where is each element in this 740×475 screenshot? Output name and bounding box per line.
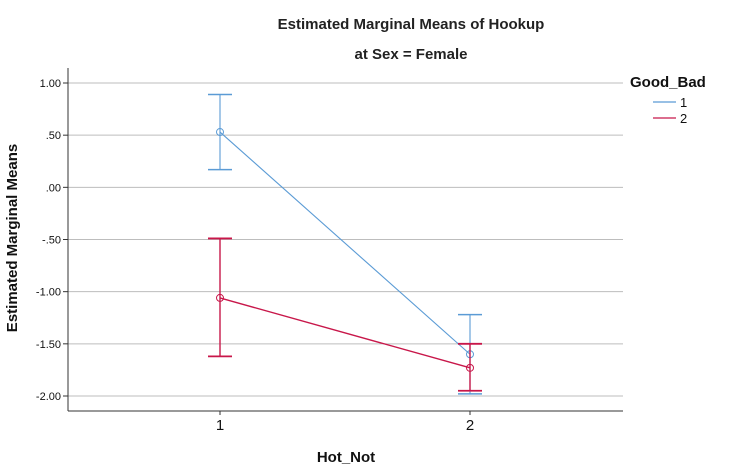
y-tick-label: -.50 <box>42 235 61 247</box>
chart-title: Estimated Marginal Means of Hookup <box>278 16 545 33</box>
x-tick-label: 1 <box>216 417 224 434</box>
data-point <box>216 128 224 137</box>
x-axis-title: Hot_Not <box>317 449 375 466</box>
data-point <box>216 293 224 302</box>
x-tick-label: 2 <box>466 417 474 434</box>
legend-label: 1 <box>680 95 687 110</box>
y-tick-label: -1.50 <box>36 339 61 351</box>
grid-lines <box>68 82 623 397</box>
data-point <box>466 363 474 372</box>
y-tick-label: 1.00 <box>40 78 61 90</box>
chart-subtitle: at Sex = Female <box>355 46 468 63</box>
series-line <box>219 297 471 369</box>
legend: Good_Bad 12 <box>630 74 706 126</box>
y-tick-label: .00 <box>46 182 61 194</box>
y-axis-title: Estimated Marginal Means <box>4 144 21 332</box>
legend-title: Good_Bad <box>630 74 706 91</box>
y-axis-ticks: 1.00 .50 .00 -.50 -1.00 -1.50 -2.00 <box>36 78 68 403</box>
y-tick-label: -2.00 <box>36 391 61 403</box>
y-tick-label: .50 <box>46 130 61 142</box>
y-tick-label: -1.00 <box>36 287 61 299</box>
series-line <box>219 131 471 355</box>
plot-series <box>208 93 482 395</box>
legend-label: 2 <box>680 111 687 126</box>
